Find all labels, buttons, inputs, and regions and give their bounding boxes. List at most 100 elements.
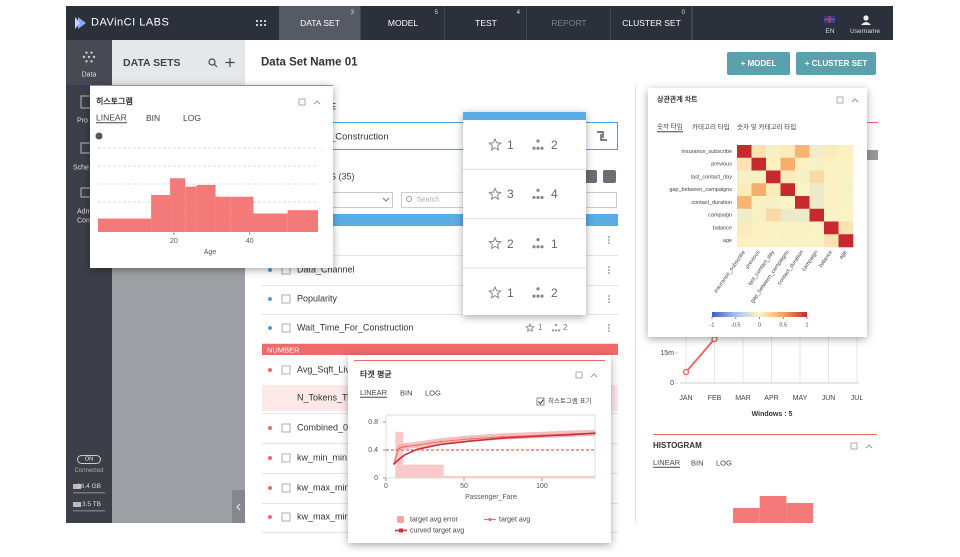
popup-tab[interactable]: 카테고리 타입	[692, 123, 730, 131]
rating-popup	[463, 112, 586, 315]
heatmap-cell	[766, 157, 781, 171]
kebab-icon	[608, 266, 610, 268]
nav-tab[interactable]	[445, 6, 527, 40]
swap-icon	[597, 131, 607, 141]
heatmap-cell	[809, 221, 825, 235]
feature-checkbox[interactable]	[281, 423, 291, 433]
histogram-tab[interactable]: LOG	[716, 458, 732, 468]
storage-icon	[73, 484, 81, 489]
feature-row-divider	[262, 285, 618, 286]
username[interactable]: Username	[850, 27, 880, 35]
feature-row-divider	[262, 255, 618, 256]
expand-icon	[836, 96, 844, 104]
heatmap-cell	[824, 157, 839, 171]
action-button[interactable]	[796, 52, 876, 75]
rating-stars[interactable]: 3	[507, 187, 514, 202]
heatmap-cell	[838, 170, 854, 184]
x-tick-label: MAR	[735, 395, 751, 402]
rating-stars[interactable]: 2	[507, 236, 514, 251]
heatmap-cell	[751, 183, 767, 197]
connection-status: Connected	[74, 468, 104, 474]
number-header	[262, 344, 618, 355]
sidebar-item[interactable]: Pro	[77, 117, 88, 125]
heatmap-cell	[751, 208, 767, 222]
sidebar-item[interactable]: Sche	[73, 164, 89, 172]
node-icon	[540, 146, 544, 150]
popup-tab[interactable]: BIN	[400, 388, 413, 398]
action-button[interactable]	[727, 52, 790, 75]
rating-nodes[interactable]: 4	[551, 187, 558, 202]
feature-dot	[268, 268, 272, 272]
rating-stars[interactable]: 1	[507, 138, 514, 152]
histogram-bar	[403, 464, 444, 478]
popup-tab[interactable]: LOG	[425, 388, 441, 398]
nav-tab[interactable]	[527, 6, 611, 40]
nav-tab-count: 4	[516, 10, 520, 16]
feature-dot	[268, 486, 272, 490]
histogram-toggle[interactable]	[536, 397, 545, 406]
feature-checkbox[interactable]	[281, 512, 291, 522]
tool-button[interactable]	[584, 170, 597, 183]
target-popup-accent	[354, 360, 605, 361]
kebab-icon	[608, 242, 610, 244]
rating-nodes[interactable]: 1	[551, 236, 558, 251]
feature-checkbox[interactable]	[281, 323, 291, 333]
nav-tab-count: 5	[434, 10, 438, 16]
error-band	[393, 429, 595, 467]
popup-tab[interactable]: LINEAR	[360, 387, 388, 398]
nav-tab-label: TEST	[475, 17, 497, 28]
sidebar-item[interactable]: Admin	[77, 208, 97, 216]
rating-icons	[463, 137, 586, 299]
heatmap-cell	[795, 234, 810, 248]
popup-tab[interactable]: LOG	[183, 112, 201, 123]
popup-tab[interactable]: 숫자 타입	[657, 123, 683, 132]
histogram-bar	[98, 218, 152, 232]
sidebar-item[interactable]: Con	[77, 217, 90, 225]
histogram-bar	[786, 503, 814, 523]
tool-button[interactable]	[603, 170, 616, 183]
x-tick-label: JUL	[851, 395, 864, 402]
heatmap-cell	[751, 157, 767, 171]
feature-checkbox[interactable]	[281, 483, 291, 493]
column-label: age	[838, 250, 848, 261]
search-icon-handle	[213, 63, 218, 68]
popup-tab[interactable]: LINEAR	[96, 112, 127, 123]
legend-label: target avg	[499, 516, 530, 523]
nav-tab[interactable]	[361, 6, 445, 40]
node-icon	[532, 245, 536, 249]
sidebar-item[interactable]: Data	[81, 71, 97, 79]
y-tick-label: 0	[670, 380, 674, 387]
histogram-tab[interactable]: LINEAR	[653, 457, 681, 468]
expand-icon	[298, 98, 306, 106]
histogram-tab[interactable]: BIN	[691, 458, 704, 468]
section-label: E	[330, 101, 337, 112]
popup-tab[interactable]: BIN	[146, 112, 161, 123]
nav-tab[interactable]	[611, 6, 692, 40]
node-icon	[536, 238, 540, 242]
heatmap-cell	[838, 145, 854, 159]
rating-nodes[interactable]: 2	[551, 285, 558, 300]
right-panel-accent	[858, 122, 878, 123]
action-button-label: + MODEL	[740, 58, 777, 68]
collapse-tab[interactable]	[232, 490, 245, 523]
feature-checkbox[interactable]	[281, 294, 291, 304]
feature-name: Combined_0	[297, 422, 349, 433]
popup-tab[interactable]: 숫자 및 카테고리 타입	[737, 123, 797, 131]
heatmap-cell	[780, 145, 796, 159]
popup-title: 타겟 평균	[360, 370, 392, 379]
heatmap-cell	[737, 157, 752, 171]
language[interactable]: EN	[825, 27, 835, 35]
data-icon	[85, 51, 88, 54]
feature-checkbox[interactable]	[281, 453, 291, 463]
heatmap-cell	[824, 196, 839, 210]
heatmap-cell	[780, 157, 796, 171]
heatmap-cell	[824, 234, 839, 248]
heatmap-cell	[838, 183, 854, 197]
feature-name: kw_max_mir	[297, 482, 348, 493]
nav-tab[interactable]	[279, 6, 361, 40]
feature-checkbox[interactable]	[281, 365, 291, 375]
rating-nodes[interactable]: 2	[551, 138, 558, 152]
rating-stars[interactable]: 1	[507, 285, 514, 300]
heatmap: insurance_subscribeinsurance_subscribepr…	[669, 96, 859, 328]
